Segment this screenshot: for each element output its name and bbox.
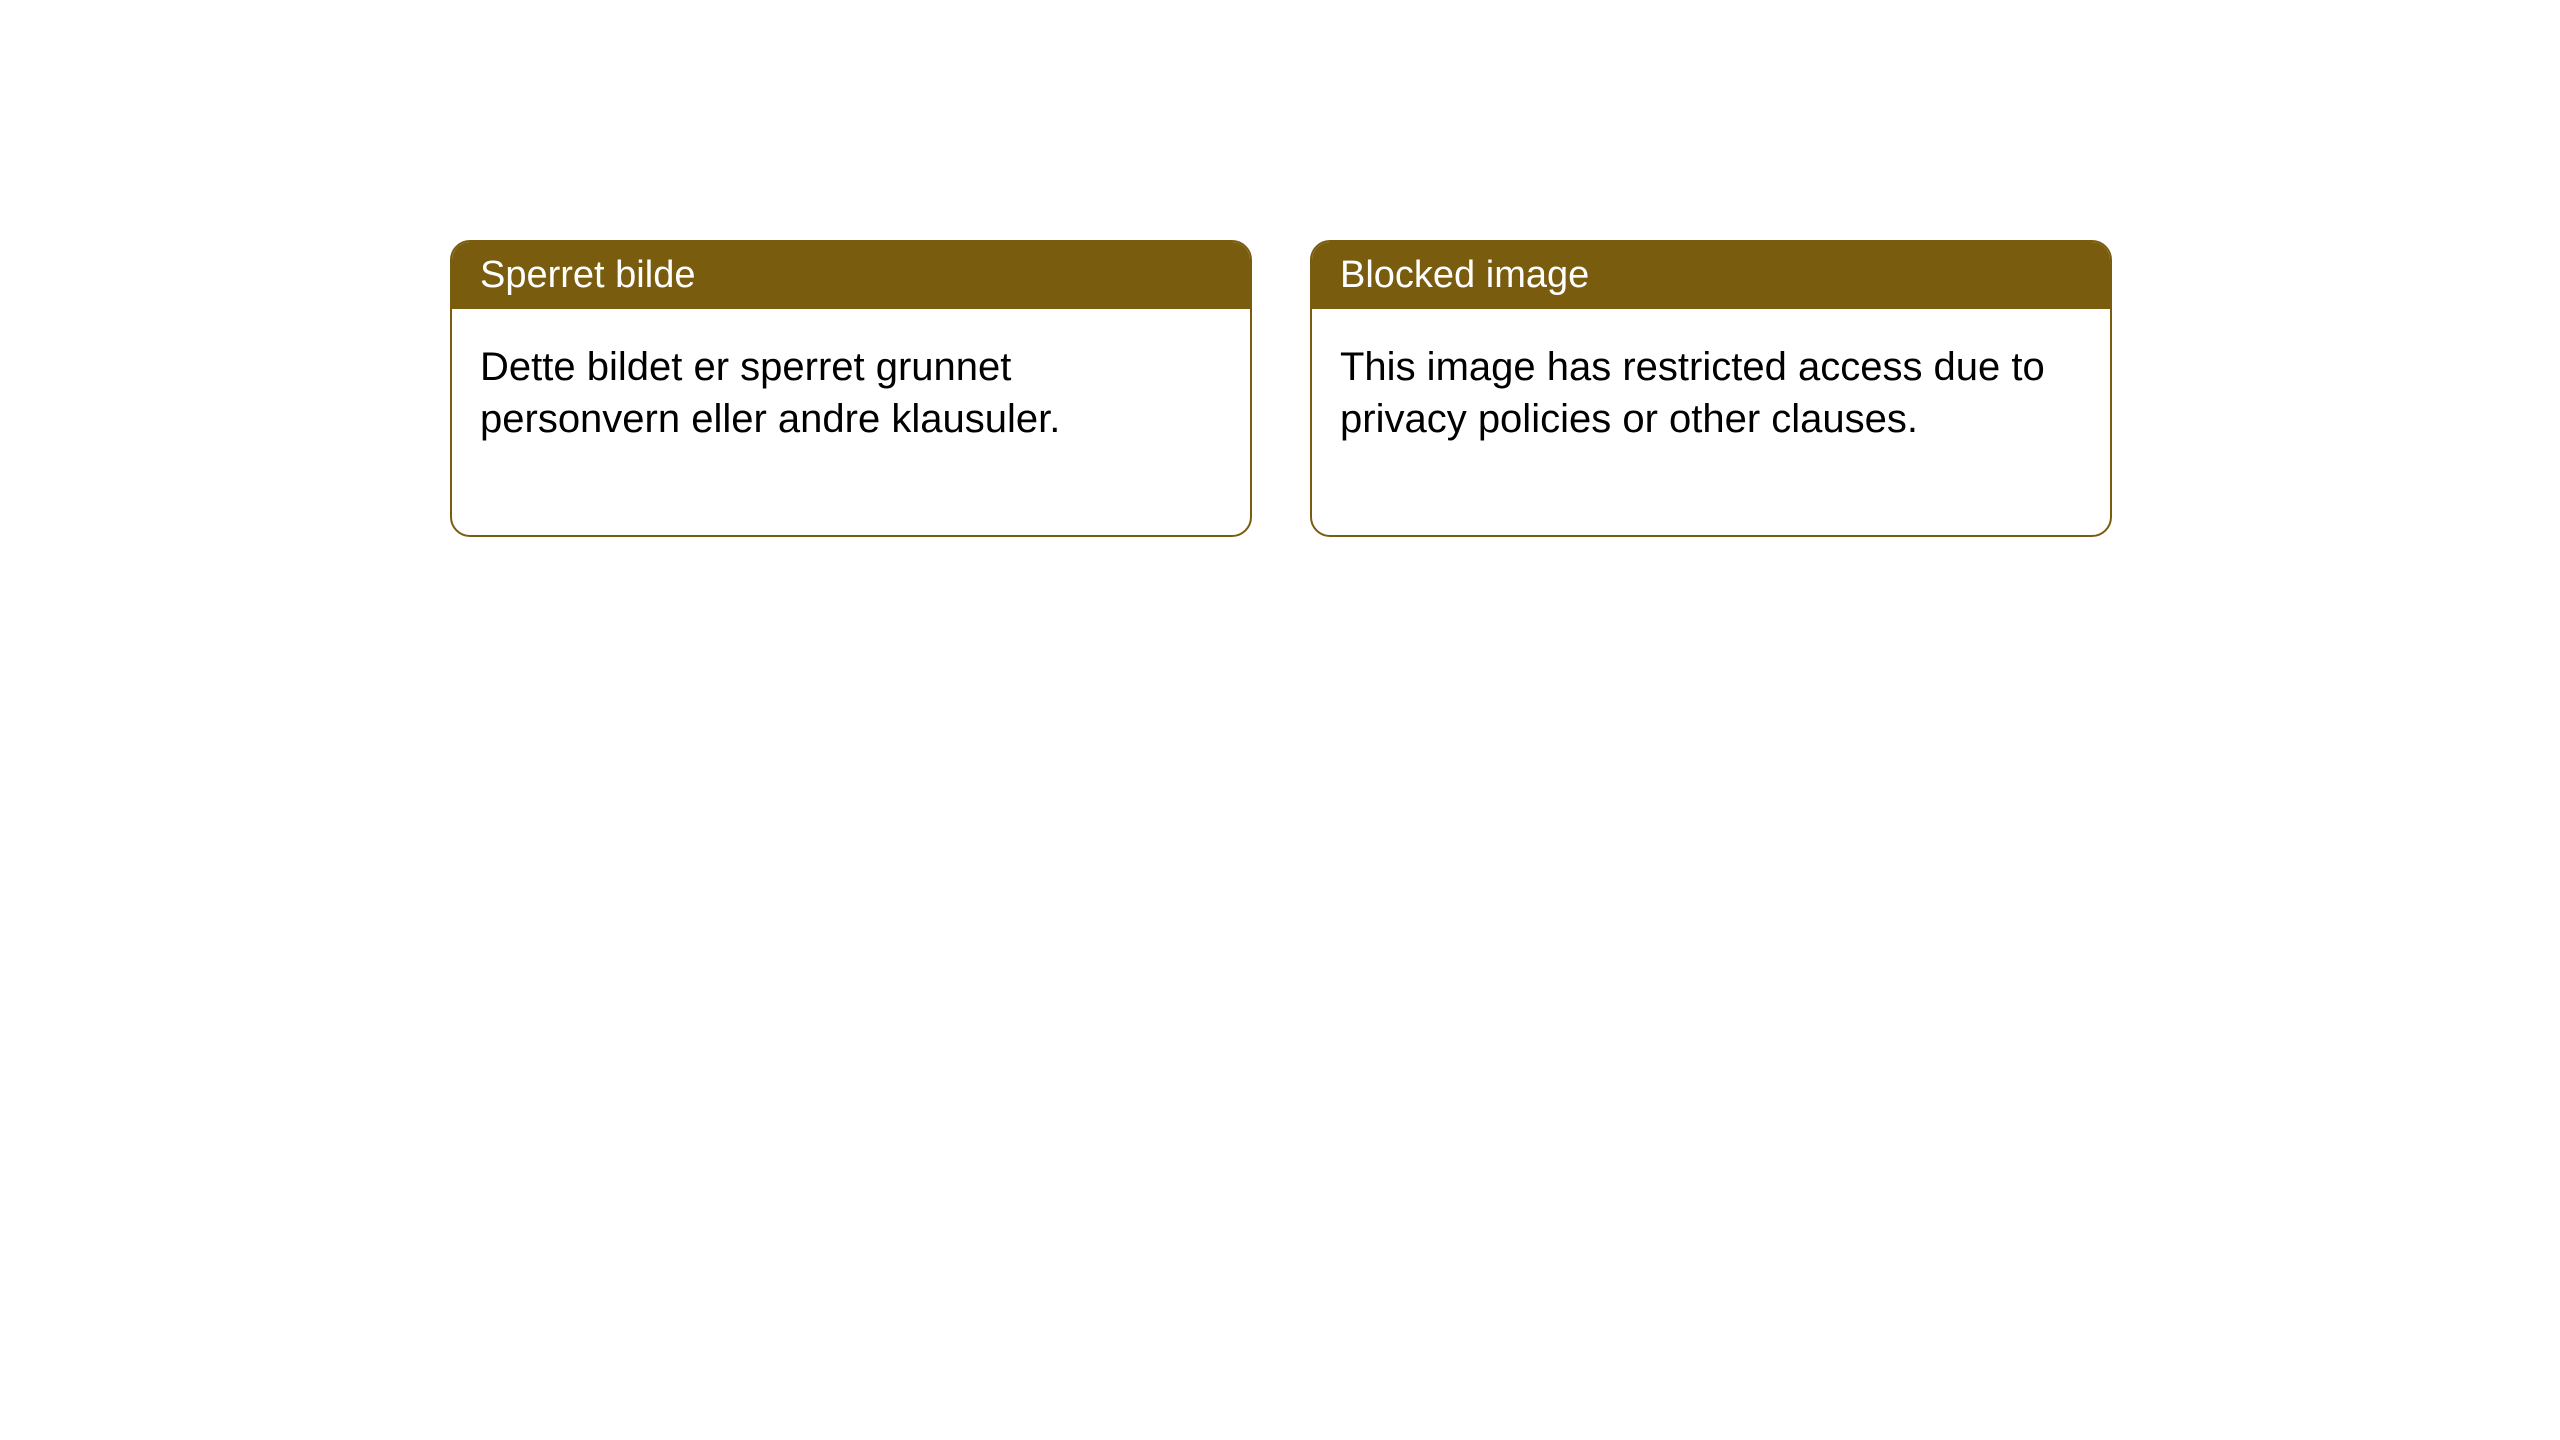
notice-title: Blocked image (1340, 254, 1589, 296)
notice-header: Sperret bilde (452, 242, 1250, 309)
notice-body: Dette bildet er sperret grunnet personve… (452, 309, 1250, 535)
notice-header: Blocked image (1312, 242, 2110, 309)
notice-message: Dette bildet er sperret grunnet personve… (480, 345, 1060, 441)
notice-container: Sperret bilde Dette bildet er sperret gr… (450, 240, 2112, 537)
notice-title: Sperret bilde (480, 254, 695, 296)
notice-body: This image has restricted access due to … (1312, 309, 2110, 535)
notice-message: This image has restricted access due to … (1340, 345, 2045, 441)
notice-card-norwegian: Sperret bilde Dette bildet er sperret gr… (450, 240, 1252, 537)
notice-card-english: Blocked image This image has restricted … (1310, 240, 2112, 537)
